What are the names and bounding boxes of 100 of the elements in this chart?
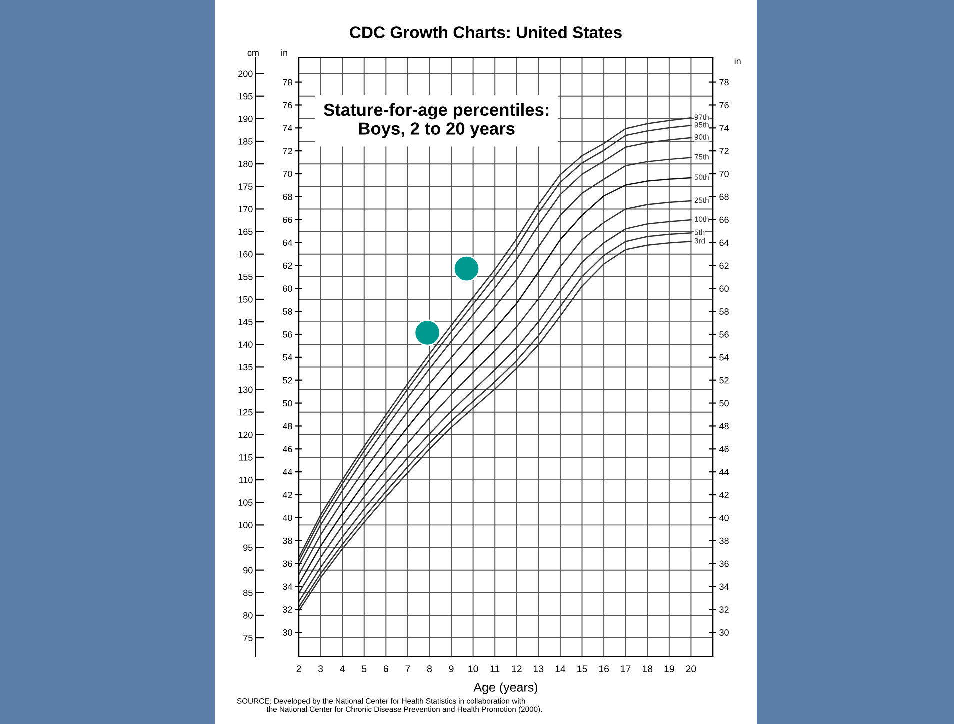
y-tick-label: 155 [238,274,253,280]
y3-tick-label: 58 [283,308,292,315]
y3-tick-label: 70 [283,170,292,178]
y-tick-label: 200 [238,70,253,78]
y-tick-label: 130 [238,386,253,394]
x-tick-label: 3 [318,666,324,672]
chart-title: CDC Growth Charts: United States [350,26,622,38]
y-tick-label: 195 [238,93,253,100]
y-tick-label: 185 [238,138,253,145]
y3-tick-label: 76 [283,102,292,109]
y3-tick-label: 72 [283,148,292,154]
y-tick-label: 175 [238,184,253,190]
y2-tick-label: 48 [719,423,729,430]
x-tick-label: 19 [664,666,674,672]
y3-tick-label: 78 [283,79,292,86]
y-tick-label: 80 [244,612,253,619]
x-tick-label: 13 [534,666,544,672]
y3-tick-label: 52 [283,377,292,384]
y3-axis-title: in [282,50,288,56]
y2-tick-label: 40 [719,514,729,522]
y3-tick-label: 68 [283,194,292,200]
y2-tick-label: 72 [720,148,729,154]
x-tick-label: 20 [686,666,696,672]
y2-tick-label: 50 [720,400,729,407]
x-tick-label: 15 [578,666,588,672]
y3-tick-label: 44 [282,469,292,476]
x-tick-label: 5 [362,666,367,672]
y2-axis-title: in [734,58,741,65]
y3-tick-label: 54 [283,354,292,361]
x-axis-title: Age (years) [474,682,538,694]
y2-tick-label: 32 [720,606,729,614]
y-tick-label: 105 [238,500,253,506]
y-tick-label: 75 [244,635,253,642]
y3-tick-label: 38 [283,538,292,544]
y-tick-label: 95 [244,544,253,552]
y3-tick-label: 60 [283,286,292,292]
y3-tick-label: 34 [283,584,292,590]
y2-tick-label: 44 [719,469,730,476]
y2-tick-label: 64 [720,240,730,246]
text: Stature-for-age percentiles: Boys, 2 to 20 years [324,103,549,138]
x-tick-label: 7 [406,666,410,672]
y-tick-label: 115 [239,454,253,461]
y3-tick-label: 40 [282,514,292,522]
y3-tick-label: 74 [283,125,292,132]
y2-tick-label: 74 [720,125,730,132]
x-tick-label: 12 [512,666,522,672]
y2-tick-label: 38 [720,538,729,544]
y-tick-label: 90 [244,567,253,574]
y2-tick-label: 34 [720,584,730,590]
y-tick-label: 125 [238,409,253,416]
y2-tick-label: 70 [720,170,729,178]
x-tick-label: 11 [490,666,500,672]
y3-tick-label: 64 [283,240,292,246]
y2-tick-label: 76 [720,102,729,109]
y3-tick-label: 36 [283,560,292,568]
y-tick-label: 160 [238,251,253,258]
y-tick-label: 180 [238,161,253,168]
x-tick-label: 2 [296,666,302,672]
y3-tick-label: 32 [283,606,292,614]
x-tick-label: 4 [340,666,345,672]
y2-tick-label: 46 [719,446,729,453]
y2-tick-label: 60 [720,286,729,292]
x-tick-label: 8 [427,666,432,672]
y3-tick-label: 48 [282,423,292,430]
y2-tick-label: 62 [720,262,729,270]
y-tick-label: 140 [238,342,253,348]
y2-tick-label: 54 [720,354,730,361]
y-tick-label: 120 [238,432,253,438]
y-tick-label: 170 [238,206,253,213]
y-tick-label: 145 [238,319,253,326]
y-tick-label: 165 [238,228,253,236]
y-tick-label: 100 [238,522,253,529]
y2-tick-label: 78 [720,79,729,86]
y3-tick-label: 42 [282,492,292,498]
x-tick-label: 16 [599,666,610,672]
y-axis-title: cm [248,51,259,56]
y3-tick-label: 46 [282,446,292,453]
x-tick-label: 9 [449,666,454,672]
y3-tick-label: 30 [283,630,292,636]
y-tick-label: 135 [238,364,253,371]
y-tick-label: 190 [238,116,253,122]
y3-tick-label: 62 [283,262,292,270]
y-tick-label: 110 [239,477,253,484]
y2-tick-label: 58 [720,308,729,315]
x-tick-label: 10 [468,666,478,672]
y2-tick-label: 36 [720,560,729,568]
x-tick-label: 17 [621,666,631,672]
y2-tick-label: 42 [719,492,729,498]
x-tick-label: 14 [556,666,566,672]
y2-tick-label: 52 [720,377,729,384]
x-tick-label: 18 [642,666,653,672]
x-tick-label: 6 [384,666,388,672]
y2-tick-label: 30 [720,630,729,636]
y2-tick-label: 56 [720,331,729,338]
y-tick-label: 150 [238,296,253,303]
y2-tick-label: 66 [720,216,729,224]
y3-tick-label: 50 [283,400,292,407]
y-tick-label: 85 [244,590,253,596]
y3-tick-label: 56 [283,331,292,338]
y2-tick-label: 68 [720,194,729,200]
